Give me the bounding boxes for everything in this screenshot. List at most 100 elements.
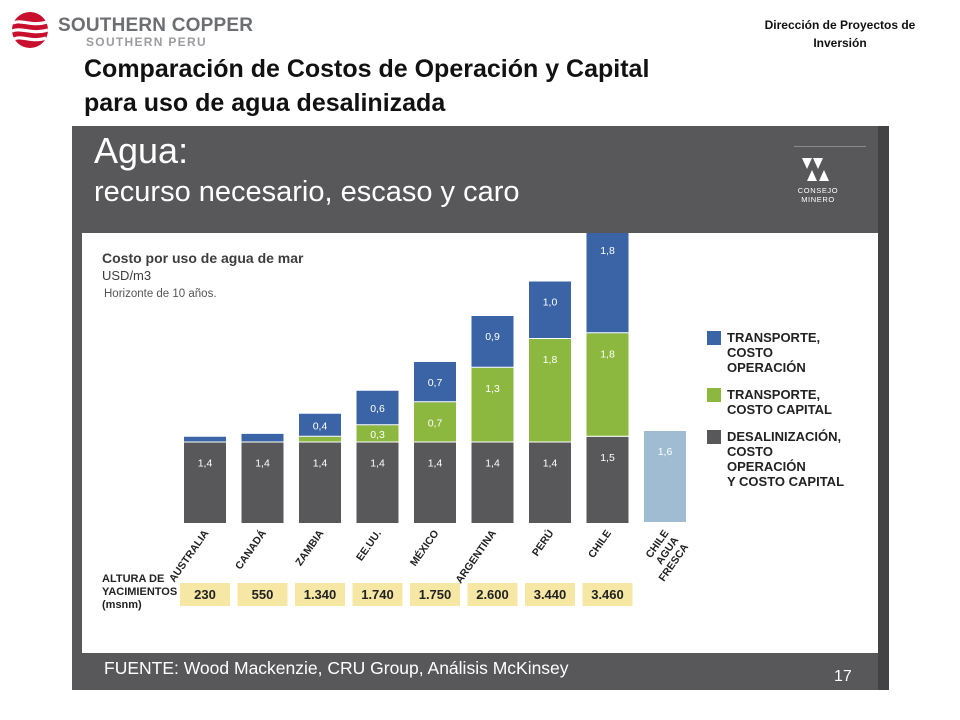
altitude-box xyxy=(352,583,403,606)
consejo-minero-logo: CONSEJO MINERO xyxy=(794,146,866,212)
altitude-box xyxy=(525,583,575,606)
segment-gap xyxy=(356,441,399,443)
bar-segment xyxy=(644,431,686,523)
bar-value-label: 1,6 xyxy=(658,446,673,458)
bar-value-label: 1,4 xyxy=(313,458,328,470)
legend-label: OPERACIÓN xyxy=(727,459,806,474)
bar-segment xyxy=(299,436,341,443)
source-note: FUENTE: Wood Mackenzie, CRU Group, Análi… xyxy=(104,658,569,678)
bar-segment xyxy=(184,442,226,523)
legend-label: TRANSPORTE, xyxy=(727,387,820,402)
logo-subtitle: SOUTHERN PERU xyxy=(86,35,207,49)
segment-gap xyxy=(586,435,629,437)
segment-gap xyxy=(471,441,514,443)
altitude-value: 2.600 xyxy=(476,587,509,602)
bar-segment xyxy=(586,436,629,523)
logo-divider xyxy=(794,146,866,147)
category-label: ARGENTINA xyxy=(453,528,499,586)
bar-value-label: 1,0 xyxy=(543,297,558,309)
altitude-value: 1.750 xyxy=(419,587,452,602)
cost-chart: Costo por uso de agua de mar USD/m3 Hori… xyxy=(102,233,844,611)
bar-segment xyxy=(414,402,456,443)
category-label: CHILE xyxy=(586,528,614,561)
altitude-box xyxy=(467,583,518,606)
bar-value-label: 1,8 xyxy=(600,245,615,257)
bar-value-label: 0,9 xyxy=(485,331,500,343)
bar-value-label: 1,8 xyxy=(543,354,558,366)
bar-segment xyxy=(241,442,284,523)
legend-label: TRANSPORTE, xyxy=(727,330,820,345)
consejo-minero-logo-icon xyxy=(802,158,829,181)
segment-gap xyxy=(414,441,456,443)
bar-segment xyxy=(471,442,514,523)
bar-segment xyxy=(586,233,629,334)
bar-segment xyxy=(356,442,399,523)
chart-panel: Costo por uso de agua de mar USD/m3 Hori… xyxy=(82,233,878,653)
segment-gap xyxy=(184,441,226,443)
chart-bars: 1,4 1,4 1,4 0,4 1,4 0,3 0,6 1,4 0,7 0,7 1,4 1,3 0,9 1… xyxy=(184,233,686,523)
altitude-value: 3.440 xyxy=(534,587,567,602)
legend-label: COSTO xyxy=(727,345,773,360)
category-label: MÉXICO xyxy=(407,527,441,568)
bar-segment xyxy=(414,362,456,403)
slide-subheading: recurso necesario, escaso y caro xyxy=(94,176,520,208)
category-label: ZAMBIA xyxy=(293,527,326,568)
altitude-box xyxy=(410,583,460,606)
bar-value-label: 0,7 xyxy=(428,417,443,429)
bar-value-label: 1,5 xyxy=(600,452,615,464)
category-label-line: ARGENTINA xyxy=(453,528,499,586)
slide-heading: Agua: xyxy=(94,130,189,171)
bar-segment xyxy=(299,442,341,523)
legend-swatch xyxy=(707,430,721,444)
legend-swatch xyxy=(707,331,721,345)
legend-swatch xyxy=(707,388,721,402)
bar-value-label: 1,4 xyxy=(198,458,213,470)
altitude-box xyxy=(295,583,345,606)
consejo-minero-logo-text: CONSEJO MINERO xyxy=(797,186,839,204)
bar-value-label: 1,4 xyxy=(255,458,270,470)
bar-value-label: 0,3 xyxy=(370,429,385,441)
bar-value-label: 1,8 xyxy=(600,348,615,360)
category-label: EE.UU. xyxy=(354,528,384,564)
slide-right-strip xyxy=(878,126,889,690)
bar-segment xyxy=(184,436,226,443)
bar-value-label: 0,4 xyxy=(313,420,328,432)
department-label: Dirección de Proyectos de Inversión xyxy=(764,18,916,50)
bar-value-label: 0,7 xyxy=(428,377,443,389)
altitude-box xyxy=(582,583,633,606)
segment-gap xyxy=(586,332,629,334)
category-label: PERÚ xyxy=(529,527,556,558)
chart-unit: USD/m3 xyxy=(102,268,151,283)
altitude-value: 3.460 xyxy=(591,587,624,602)
page-title: Comparación de Costos de Operación y Cap… xyxy=(84,52,844,120)
bar-segment xyxy=(414,442,456,523)
segment-gap xyxy=(356,424,399,426)
bar-segment xyxy=(299,413,341,437)
southern-copper-logo-icon xyxy=(11,12,49,48)
bar-value-label: 1,3 xyxy=(485,383,500,395)
altitude-value: 550 xyxy=(252,587,274,602)
category-label-line: AUSTRALIA xyxy=(167,528,212,585)
slide-image: Agua: recurso necesario, escaso y caro C… xyxy=(72,126,889,690)
altitude-label: YACIMIENTOS xyxy=(102,586,177,598)
category-label: CANADÁ xyxy=(232,527,269,572)
logo-name: SOUTHERN COPPER xyxy=(58,15,254,36)
bar-segment xyxy=(529,281,571,339)
page-title-line1: Comparación de Costos de Operación y Cap… xyxy=(84,55,650,83)
segment-gap xyxy=(241,441,284,443)
altitude-label: (msnm) xyxy=(102,599,142,611)
bar-value-label: 0,6 xyxy=(370,403,385,415)
page-title-line2: para uso de agua desalinizada xyxy=(84,89,446,117)
bar-segment xyxy=(356,425,399,443)
segment-gap xyxy=(644,522,686,523)
bar-segment xyxy=(586,333,629,437)
category-label-line: PERÚ xyxy=(529,527,556,558)
altitude-value: 1.740 xyxy=(361,587,394,602)
altitude-label: ALTURA DE xyxy=(102,573,164,585)
altitude-value: 1.340 xyxy=(304,587,337,602)
legend-label: COSTO xyxy=(727,444,773,459)
legend-label: COSTO CAPITAL xyxy=(727,402,832,417)
bar-segment xyxy=(241,433,284,443)
altitude-value: 230 xyxy=(194,587,216,602)
